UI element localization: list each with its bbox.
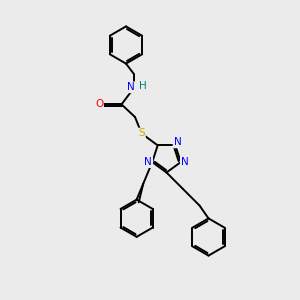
Text: O: O <box>95 99 103 110</box>
Text: N: N <box>181 157 188 167</box>
Text: N: N <box>173 137 181 147</box>
Text: S: S <box>138 128 145 139</box>
Text: H: H <box>139 80 146 91</box>
Text: N: N <box>127 82 135 92</box>
Text: N: N <box>145 157 152 167</box>
